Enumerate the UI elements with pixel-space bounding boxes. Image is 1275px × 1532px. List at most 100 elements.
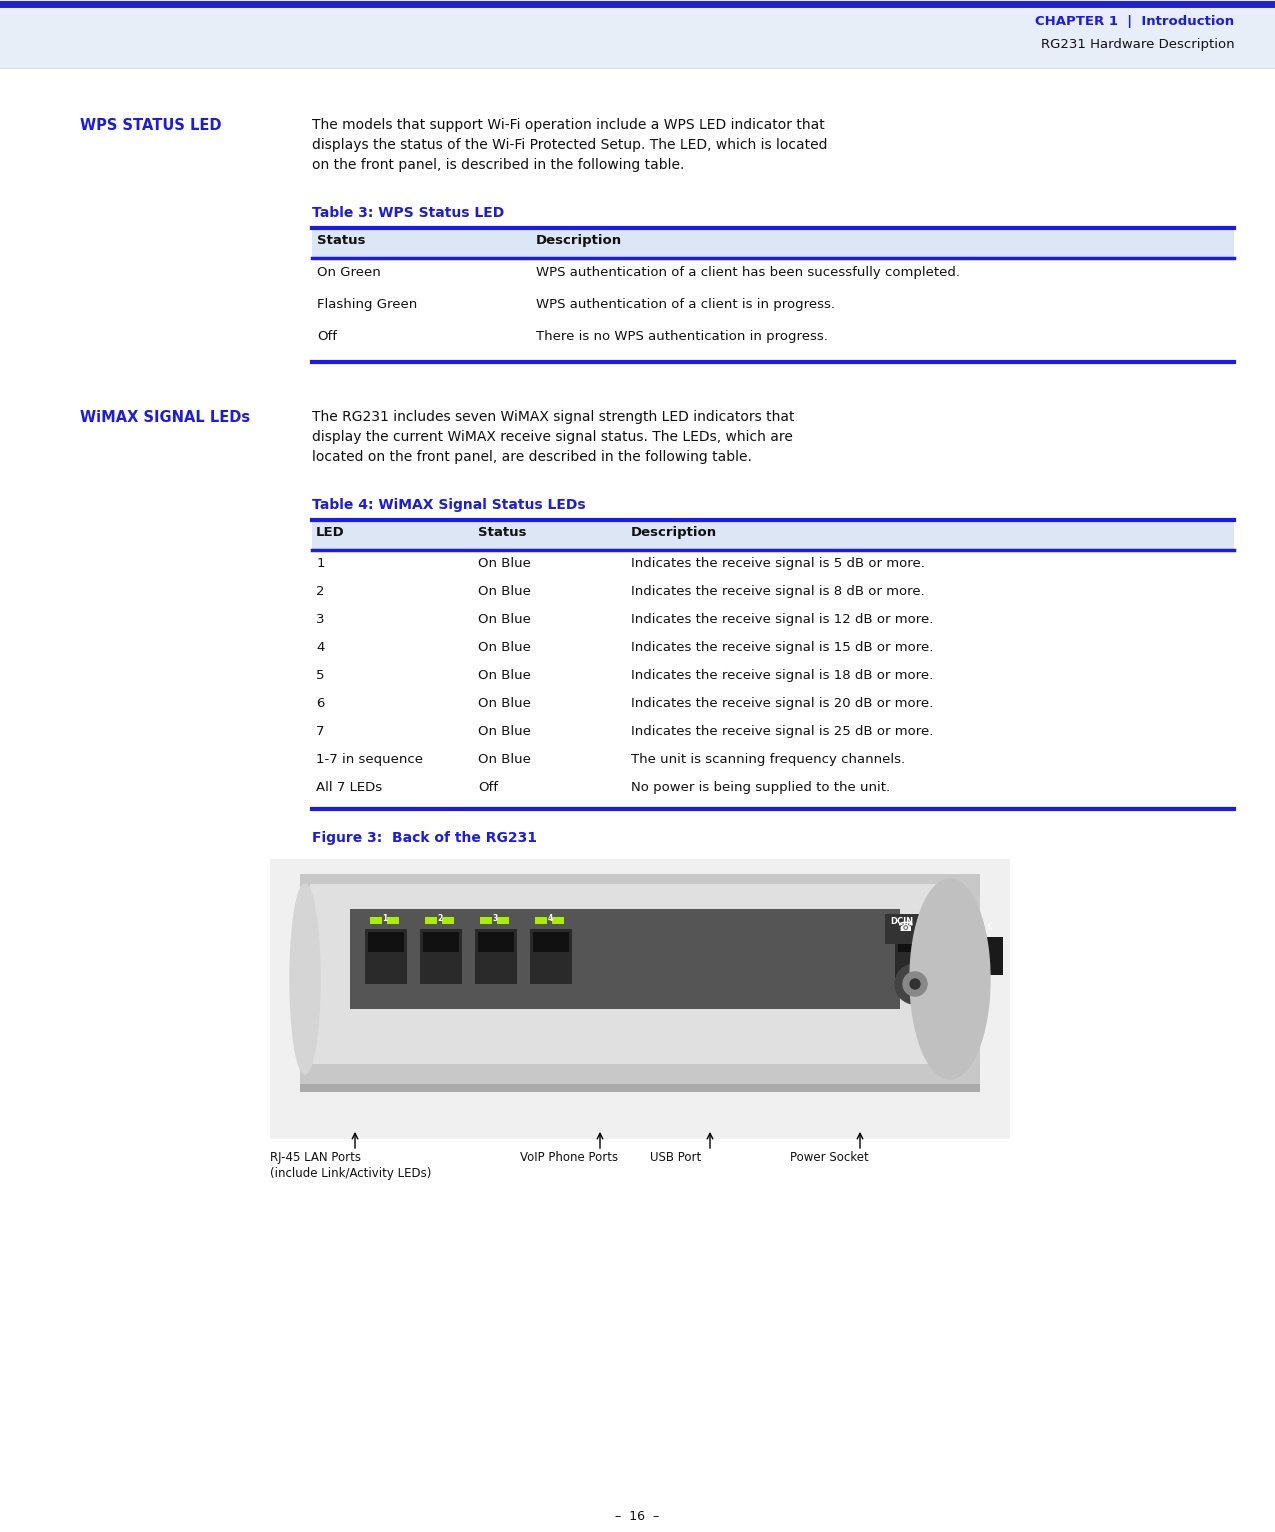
Text: 7: 7 [316,725,325,738]
Text: WPS STATUS LED: WPS STATUS LED [80,118,222,133]
Bar [370,918,382,924]
Text: The unit is scanning frequency channels.: The unit is scanning frequency channels. [631,754,905,766]
Text: VoIP Phone Ports: VoIP Phone Ports [520,1151,618,1164]
Bar [552,918,564,924]
Text: 1: 1 [316,558,325,570]
Text: LED: LED [316,525,346,539]
Text: Indicates the receive signal is 25 dB or more.: Indicates the receive signal is 25 dB or… [631,725,933,738]
Bar [479,918,492,924]
Text: DCIN: DCIN [890,918,913,925]
Bar [300,873,980,1085]
Text: 1: 1 [382,915,388,922]
Text: On Blue: On Blue [478,697,530,709]
Text: On Blue: On Blue [478,669,530,682]
Text: Status: Status [478,525,527,539]
Text: Description: Description [631,525,718,539]
Bar [885,915,945,944]
Text: RJ-45 LAN Ports: RJ-45 LAN Ports [270,1151,361,1164]
Ellipse shape [910,879,989,1079]
Bar [351,908,900,1010]
Text: The models that support Wi-Fi operation include a WPS LED indicator that: The models that support Wi-Fi operation … [312,118,825,132]
Text: Table 4: WiMAX Signal Status LEDs: Table 4: WiMAX Signal Status LEDs [312,498,586,512]
Text: On Blue: On Blue [478,613,530,627]
Bar [310,884,950,1065]
Text: display the current WiMAX receive signal status. The LEDs, which are: display the current WiMAX receive signal… [312,430,793,444]
Text: There is no WPS authentication in progress.: There is no WPS authentication in progre… [536,329,827,343]
Text: Power Socket: Power Socket [790,1151,868,1164]
Bar [476,928,516,984]
Text: –  16  –: – 16 – [615,1511,659,1523]
Text: Indicates the receive signal is 18 dB or more.: Indicates the receive signal is 18 dB or… [631,669,933,682]
Text: Description: Description [536,234,622,247]
Circle shape [903,971,927,996]
Text: CHAPTER 1  |  Introduction: CHAPTER 1 | Introduction [1035,15,1234,28]
Bar [895,935,923,979]
Bar [425,918,437,924]
Circle shape [895,964,935,1003]
Text: located on the front panel, are described in the following table.: located on the front panel, are describe… [312,450,752,464]
Bar [423,931,459,951]
Text: Indicates the receive signal is 15 dB or more.: Indicates the receive signal is 15 dB or… [631,640,933,654]
Bar [270,859,1010,1138]
Bar [530,928,572,984]
Bar [533,931,569,951]
Text: ☎: ☎ [898,921,913,935]
Text: Table 3: WPS Status LED: Table 3: WPS Status LED [312,205,505,221]
Text: 6: 6 [316,697,325,709]
Text: On Blue: On Blue [478,558,530,570]
Text: 3: 3 [316,613,325,627]
Text: Off: Off [317,329,338,343]
Bar [368,931,404,951]
Bar [936,938,958,951]
Text: No power is being supplied to the unit.: No power is being supplied to the unit. [631,781,890,794]
Bar [312,519,1234,550]
Text: 4: 4 [547,915,552,922]
Bar [442,918,454,924]
Bar [975,938,1003,974]
Bar [312,228,1234,257]
Text: displays the status of the Wi-Fi Protected Setup. The LED, which is located: displays the status of the Wi-Fi Protect… [312,138,827,152]
Text: Indicates the receive signal is 20 dB or more.: Indicates the receive signal is 20 dB or… [631,697,933,709]
Text: On Blue: On Blue [478,640,530,654]
Text: All 7 LEDs: All 7 LEDs [316,781,382,794]
Ellipse shape [289,884,320,1074]
Text: 4: 4 [316,640,325,654]
Text: 2: 2 [316,585,325,597]
Bar [365,928,407,984]
Text: RG231 Hardware Description: RG231 Hardware Description [1040,38,1234,51]
Text: On Blue: On Blue [478,725,530,738]
Text: ☎: ☎ [935,921,951,935]
Text: 3: 3 [492,915,497,922]
Text: on the front panel, is described in the following table.: on the front panel, is described in the … [312,158,685,172]
Text: Flashing Green: Flashing Green [317,299,418,311]
Bar [898,938,921,951]
Text: 5: 5 [316,669,325,682]
Circle shape [910,979,921,990]
Bar [536,918,547,924]
Text: Status: Status [317,234,366,247]
Text: Indicates the receive signal is 5 dB or more.: Indicates the receive signal is 5 dB or … [631,558,924,570]
Text: Off: Off [478,781,499,794]
Text: Figure 3:  Back of the RG231: Figure 3: Back of the RG231 [312,830,537,846]
Text: 1-7 in sequence: 1-7 in sequence [316,754,423,766]
Bar [933,935,961,979]
Text: WPS authentication of a client is in progress.: WPS authentication of a client is in pro… [536,299,835,311]
Bar [497,918,509,924]
Bar [478,931,514,951]
Text: Indicates the receive signal is 8 dB or more.: Indicates the receive signal is 8 dB or … [631,585,924,597]
Bar [419,928,462,984]
Bar [388,918,399,924]
Text: Indicates the receive signal is 12 dB or more.: Indicates the receive signal is 12 dB or… [631,613,933,627]
Text: The RG231 includes seven WiMAX signal strength LED indicators that: The RG231 includes seven WiMAX signal st… [312,411,794,424]
Text: ☇: ☇ [986,922,992,931]
Text: USB Port: USB Port [650,1151,701,1164]
Text: 2: 2 [437,915,442,922]
Text: WiMAX SIGNAL LEDs: WiMAX SIGNAL LEDs [80,411,250,424]
Text: On Green: On Green [317,267,381,279]
Text: WPS authentication of a client has been sucessfully completed.: WPS authentication of a client has been … [536,267,960,279]
Text: On Blue: On Blue [478,585,530,597]
Text: On Blue: On Blue [478,754,530,766]
Bar [0,0,1275,67]
Text: (include Link/Activity LEDs): (include Link/Activity LEDs) [270,1167,431,1180]
Bar [300,1085,980,1092]
